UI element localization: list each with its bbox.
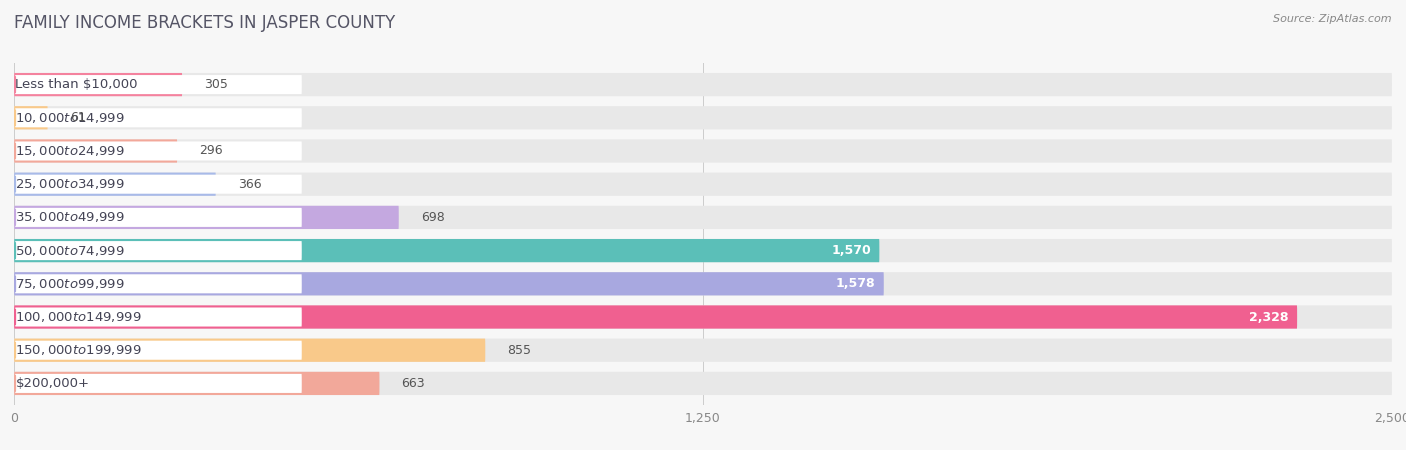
Text: 305: 305 [204,78,228,91]
Text: $100,000 to $149,999: $100,000 to $149,999 [15,310,142,324]
Text: $25,000 to $34,999: $25,000 to $34,999 [15,177,125,191]
FancyBboxPatch shape [15,75,302,94]
FancyBboxPatch shape [14,306,1392,328]
Text: FAMILY INCOME BRACKETS IN JASPER COUNTY: FAMILY INCOME BRACKETS IN JASPER COUNTY [14,14,395,32]
Text: 61: 61 [70,111,86,124]
Text: 663: 663 [402,377,425,390]
FancyBboxPatch shape [15,274,302,293]
Text: 296: 296 [200,144,224,158]
FancyBboxPatch shape [14,106,48,130]
Text: Source: ZipAtlas.com: Source: ZipAtlas.com [1274,14,1392,23]
FancyBboxPatch shape [14,372,380,395]
Text: $75,000 to $99,999: $75,000 to $99,999 [15,277,125,291]
FancyBboxPatch shape [15,108,302,127]
FancyBboxPatch shape [14,172,215,196]
FancyBboxPatch shape [14,338,485,362]
FancyBboxPatch shape [14,272,1392,296]
FancyBboxPatch shape [14,106,1392,130]
Text: $200,000+: $200,000+ [15,377,90,390]
FancyBboxPatch shape [15,341,302,360]
Text: 2,328: 2,328 [1250,310,1289,324]
FancyBboxPatch shape [14,206,399,229]
FancyBboxPatch shape [14,272,884,296]
FancyBboxPatch shape [15,208,302,227]
Text: $35,000 to $49,999: $35,000 to $49,999 [15,211,125,225]
FancyBboxPatch shape [15,241,302,260]
FancyBboxPatch shape [14,306,1298,328]
FancyBboxPatch shape [14,140,177,162]
Text: 698: 698 [420,211,444,224]
Text: $150,000 to $199,999: $150,000 to $199,999 [15,343,142,357]
Text: Less than $10,000: Less than $10,000 [15,78,138,91]
Text: $15,000 to $24,999: $15,000 to $24,999 [15,144,125,158]
FancyBboxPatch shape [15,307,302,327]
FancyBboxPatch shape [14,338,1392,362]
Text: 1,578: 1,578 [837,277,876,290]
FancyBboxPatch shape [14,73,183,96]
FancyBboxPatch shape [14,140,1392,162]
FancyBboxPatch shape [15,175,302,194]
FancyBboxPatch shape [14,73,1392,96]
Text: 855: 855 [508,344,531,357]
Text: 1,570: 1,570 [831,244,872,257]
FancyBboxPatch shape [15,374,302,393]
FancyBboxPatch shape [14,239,1392,262]
FancyBboxPatch shape [14,172,1392,196]
FancyBboxPatch shape [14,372,1392,395]
Text: $50,000 to $74,999: $50,000 to $74,999 [15,243,125,257]
FancyBboxPatch shape [14,239,879,262]
Text: $10,000 to $14,999: $10,000 to $14,999 [15,111,125,125]
FancyBboxPatch shape [15,141,302,161]
Text: 366: 366 [238,178,262,191]
FancyBboxPatch shape [14,206,1392,229]
